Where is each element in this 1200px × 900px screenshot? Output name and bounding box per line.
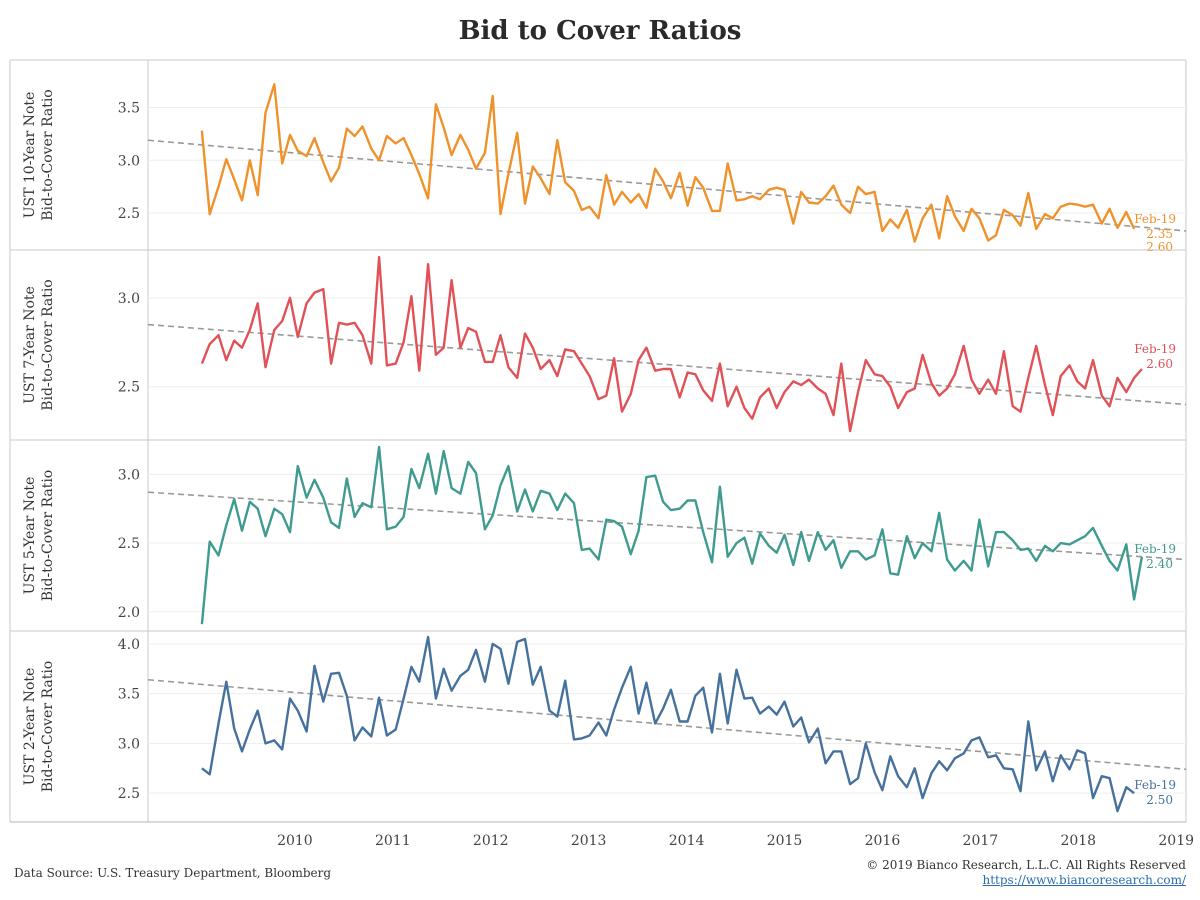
x-tick-label: 2011 — [375, 833, 411, 849]
y-axis-label-line1: UST 2-Year Note — [22, 668, 38, 786]
panel-ten-year: 2.5 3.0 3.5 UST 10-Year Note Bid-to-Cover Ra… — [22, 83, 1187, 254]
y-axis-label: UST 5-Year Note Bid-to-Cover Ratio — [22, 470, 56, 601]
y-axis-label: UST 7-Year Note Bid-to-Cover Ratio — [22, 279, 56, 410]
x-tick-label: 2013 — [571, 833, 607, 849]
annotation-label: Feb-19 — [1134, 212, 1176, 226]
y-axis-label-line2: Bid-to-Cover Ratio — [40, 661, 56, 792]
x-tick-label: 2016 — [865, 833, 901, 849]
y-tick-label: 2.5 — [118, 536, 140, 552]
y-tick-label: 2.5 — [118, 786, 140, 802]
x-tick-label: 2012 — [473, 833, 509, 849]
panel-two-year: 2.5 3.0 3.5 4.0 UST 2-Year Note Bid-to-Cover … — [10, 630, 1187, 813]
annotation-value: 2.60 — [1146, 357, 1173, 371]
y-tick-label: 2.5 — [118, 380, 140, 396]
y-tick-label: 3.5 — [118, 101, 140, 117]
y-tick-label: 3.0 — [118, 291, 140, 307]
data-source-note: Data Source: U.S. Treasury Department, B… — [14, 866, 332, 880]
panel-seven-year: 2.5 3.0 UST 7-Year Note Bid-to-Cover Ratio F… — [10, 249, 1187, 433]
y-tick-label: 3.0 — [118, 736, 140, 752]
x-tick-label: 2019 — [1158, 833, 1194, 849]
y-axis-label-line1: UST 5-Year Note — [22, 477, 38, 595]
y-axis-label-line2: Bid-to-Cover Ratio — [40, 89, 56, 220]
y-tick-label: 3.0 — [118, 153, 140, 169]
y-tick-label: 2.0 — [118, 605, 140, 621]
series-line — [200, 445, 1144, 625]
annotation-label: Feb-19 — [1134, 342, 1176, 356]
series-line — [201, 635, 1135, 813]
series-line — [200, 83, 1136, 243]
x-tick-label: 2014 — [669, 833, 705, 849]
y-tick-label: 3.5 — [118, 687, 140, 703]
y-tick-label: 2.5 — [118, 206, 140, 222]
y-tick-label: 3.0 — [118, 467, 140, 483]
annotation-value: 2.50 — [1146, 793, 1173, 807]
annotation-label: Feb-19 — [1134, 542, 1176, 556]
annotation-value: 2.60 — [1146, 240, 1173, 254]
y-axis-label: UST 10-Year Note Bid-to-Cover Ratio — [22, 89, 56, 220]
y-tick-label: 4.0 — [118, 637, 140, 653]
x-tick-label: 2018 — [1060, 833, 1096, 849]
y-axis-label-line2: Bid-to-Cover Ratio — [40, 470, 56, 601]
x-tick-label: 2017 — [963, 833, 999, 849]
y-axis-label-line1: UST 10-Year Note — [22, 92, 38, 219]
x-tick-label: 2015 — [767, 833, 803, 849]
annotation-value: 2.40 — [1146, 557, 1173, 571]
annotation-value: 2.35 — [1146, 227, 1173, 241]
copyright-note: © 2019 Bianco Research, L.L.C. All Right… — [866, 858, 1186, 872]
annotation-label: Feb-19 — [1134, 778, 1176, 792]
trend-line — [147, 491, 1187, 561]
y-axis-label-line2: Bid-to-Cover Ratio — [40, 279, 56, 410]
series-line — [200, 255, 1143, 433]
y-axis-label-line1: UST 7-Year Note — [22, 286, 38, 404]
chart-title: Bid to Cover Ratios — [458, 16, 742, 46]
x-tick-label: 2010 — [277, 833, 313, 849]
trend-line — [147, 323, 1187, 406]
website-link[interactable]: https://www.biancoresearch.com/ — [982, 873, 1186, 887]
panel-five-year: 2.0 2.5 3.0 UST 5-Year Note Bid-to-Cover Rat… — [10, 439, 1187, 625]
y-axis-label: UST 2-Year Note Bid-to-Cover Ratio — [22, 661, 56, 792]
